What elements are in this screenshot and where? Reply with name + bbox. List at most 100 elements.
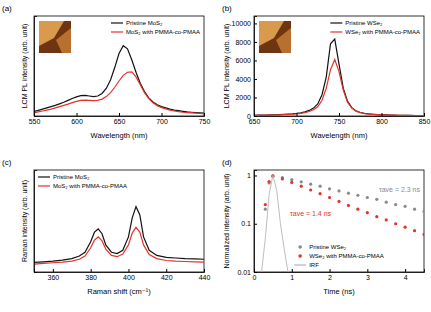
inset-image xyxy=(259,21,291,53)
legend-label: WSe₂ with PMMA-co-PMAA xyxy=(345,29,420,35)
tick: 0.01 xyxy=(237,269,257,276)
data-point xyxy=(309,183,312,186)
tick-label: 650 xyxy=(114,118,126,125)
legend-label: IRF xyxy=(309,262,319,268)
tick: 850 xyxy=(419,113,431,125)
data-point xyxy=(328,187,331,190)
tick-mark xyxy=(254,272,257,273)
tick: 650 xyxy=(114,113,126,125)
legend-label: Pristine MoS₂ xyxy=(126,20,163,26)
tick-label: 420 xyxy=(161,274,173,281)
legend-entry: WSe₂ with PMMA-co-PMAA xyxy=(330,29,420,35)
axis-line xyxy=(35,269,205,273)
legend: Pristine MoS₂MoS₂ with PMMA-co-PMAA xyxy=(38,174,127,189)
tick: 400 xyxy=(123,269,135,281)
series-line xyxy=(254,39,424,115)
x-axis-title: Raman shift (cm⁻¹) xyxy=(87,287,151,296)
legend: Pristine MoS₂MoS₂ with PMMA-co-PMAA xyxy=(111,20,200,35)
data-point xyxy=(356,208,359,211)
data-point xyxy=(309,188,312,191)
legend-swatch xyxy=(294,264,306,265)
y-axis xyxy=(35,171,38,273)
data-point xyxy=(356,194,359,197)
tick: 750 xyxy=(334,113,346,125)
data-point xyxy=(422,233,424,236)
plot-frame xyxy=(254,170,424,272)
plot-area xyxy=(34,46,204,114)
tick-label: 0 xyxy=(253,274,257,281)
tick-label: 10000 xyxy=(232,20,252,27)
tick: 1 xyxy=(290,269,294,281)
legend-swatch xyxy=(38,176,50,177)
inset-background xyxy=(259,21,291,53)
tick-mark xyxy=(382,113,383,116)
chart-root: 550 600 650 700 750 Wavelength (nm) LCM PL int… xyxy=(0,0,431,312)
data-point xyxy=(404,205,407,208)
inset-flake xyxy=(276,28,291,53)
tick: 750 xyxy=(199,113,211,125)
tick: 700 xyxy=(156,113,168,125)
data-point xyxy=(347,192,350,195)
plot-area xyxy=(262,174,424,272)
tick-label: 360 xyxy=(48,274,60,281)
tick-label: 550 xyxy=(29,118,41,125)
tick-mark xyxy=(405,269,406,272)
data-point xyxy=(385,201,388,204)
panel: 360 380 400 420 440 Raman shift (cm⁻¹) Raman i… xyxy=(2,158,210,296)
series-line xyxy=(34,207,204,263)
panel: 550600650700750Wavelength (nm)LCM PL int… xyxy=(2,4,210,140)
tick-mark xyxy=(339,113,340,116)
tick-label: 440 xyxy=(199,274,211,281)
plot-area xyxy=(254,39,424,115)
tick-mark xyxy=(91,269,92,272)
x-axis: 550 600 650 700 750 xyxy=(29,113,211,125)
panel-label: (b) xyxy=(222,4,232,13)
series-points xyxy=(264,175,424,213)
tick-label: 850 xyxy=(419,118,431,125)
legend-marker xyxy=(298,245,302,249)
tick-label: 380 xyxy=(85,274,97,281)
legend-marker xyxy=(298,254,302,258)
tick-mark xyxy=(254,42,257,43)
data-point xyxy=(264,208,267,211)
tick: 800 xyxy=(376,113,388,125)
data-point xyxy=(347,204,350,207)
y-axis-title: LCM PL intensity (arb. unit) xyxy=(21,24,29,109)
inset-image xyxy=(39,21,71,53)
data-point xyxy=(300,180,303,183)
data-point xyxy=(328,196,331,199)
x-axis-title: Time (ns) xyxy=(323,287,355,296)
tick-label: 6000 xyxy=(235,57,251,64)
x-axis-title: Wavelength (nm) xyxy=(311,131,368,140)
legend-label: Pristine WSe₂ xyxy=(345,20,383,26)
y-axis-title: Normalized intensity (arb. unit) xyxy=(223,174,231,269)
legend-swatch xyxy=(111,22,123,23)
tick-mark xyxy=(424,113,425,116)
data-point xyxy=(264,203,267,206)
legend-label: MoS₂ with PMMA-co-PMAA xyxy=(53,183,127,189)
data-point xyxy=(375,198,378,201)
tick-label: 700 xyxy=(156,118,168,125)
tick-mark xyxy=(254,60,257,61)
axis-line xyxy=(255,171,258,273)
tick-mark xyxy=(254,116,257,117)
tick-mark xyxy=(297,113,298,116)
tick-mark xyxy=(254,97,257,98)
legend-entry: Pristine WSe₂ xyxy=(298,244,346,250)
axis-line xyxy=(255,17,258,117)
figure: 550 600 650 700 750 Wavelength (nm) LCM PL int… xyxy=(0,0,431,312)
series-line xyxy=(34,72,204,114)
data-point xyxy=(385,218,388,221)
series-line xyxy=(254,60,424,116)
tick-label: 8000 xyxy=(235,39,251,46)
data-point xyxy=(290,181,293,184)
tick: 1 xyxy=(247,172,257,179)
legend: Pristine WSe₂WSe₂ with PMMA-co-PMAAIRF xyxy=(294,244,384,268)
legend: Pristine WSe₂ WSe₂ with PMMA-co-PMAA xyxy=(330,20,420,35)
tick: 10000 xyxy=(232,20,257,27)
y-axis-title: Raman intensity (arb. unit) xyxy=(21,180,29,262)
tick: 600 xyxy=(71,113,83,125)
plot-area xyxy=(34,207,204,264)
panel-label: (c) xyxy=(2,158,12,167)
tick-label: 4 xyxy=(404,274,408,281)
